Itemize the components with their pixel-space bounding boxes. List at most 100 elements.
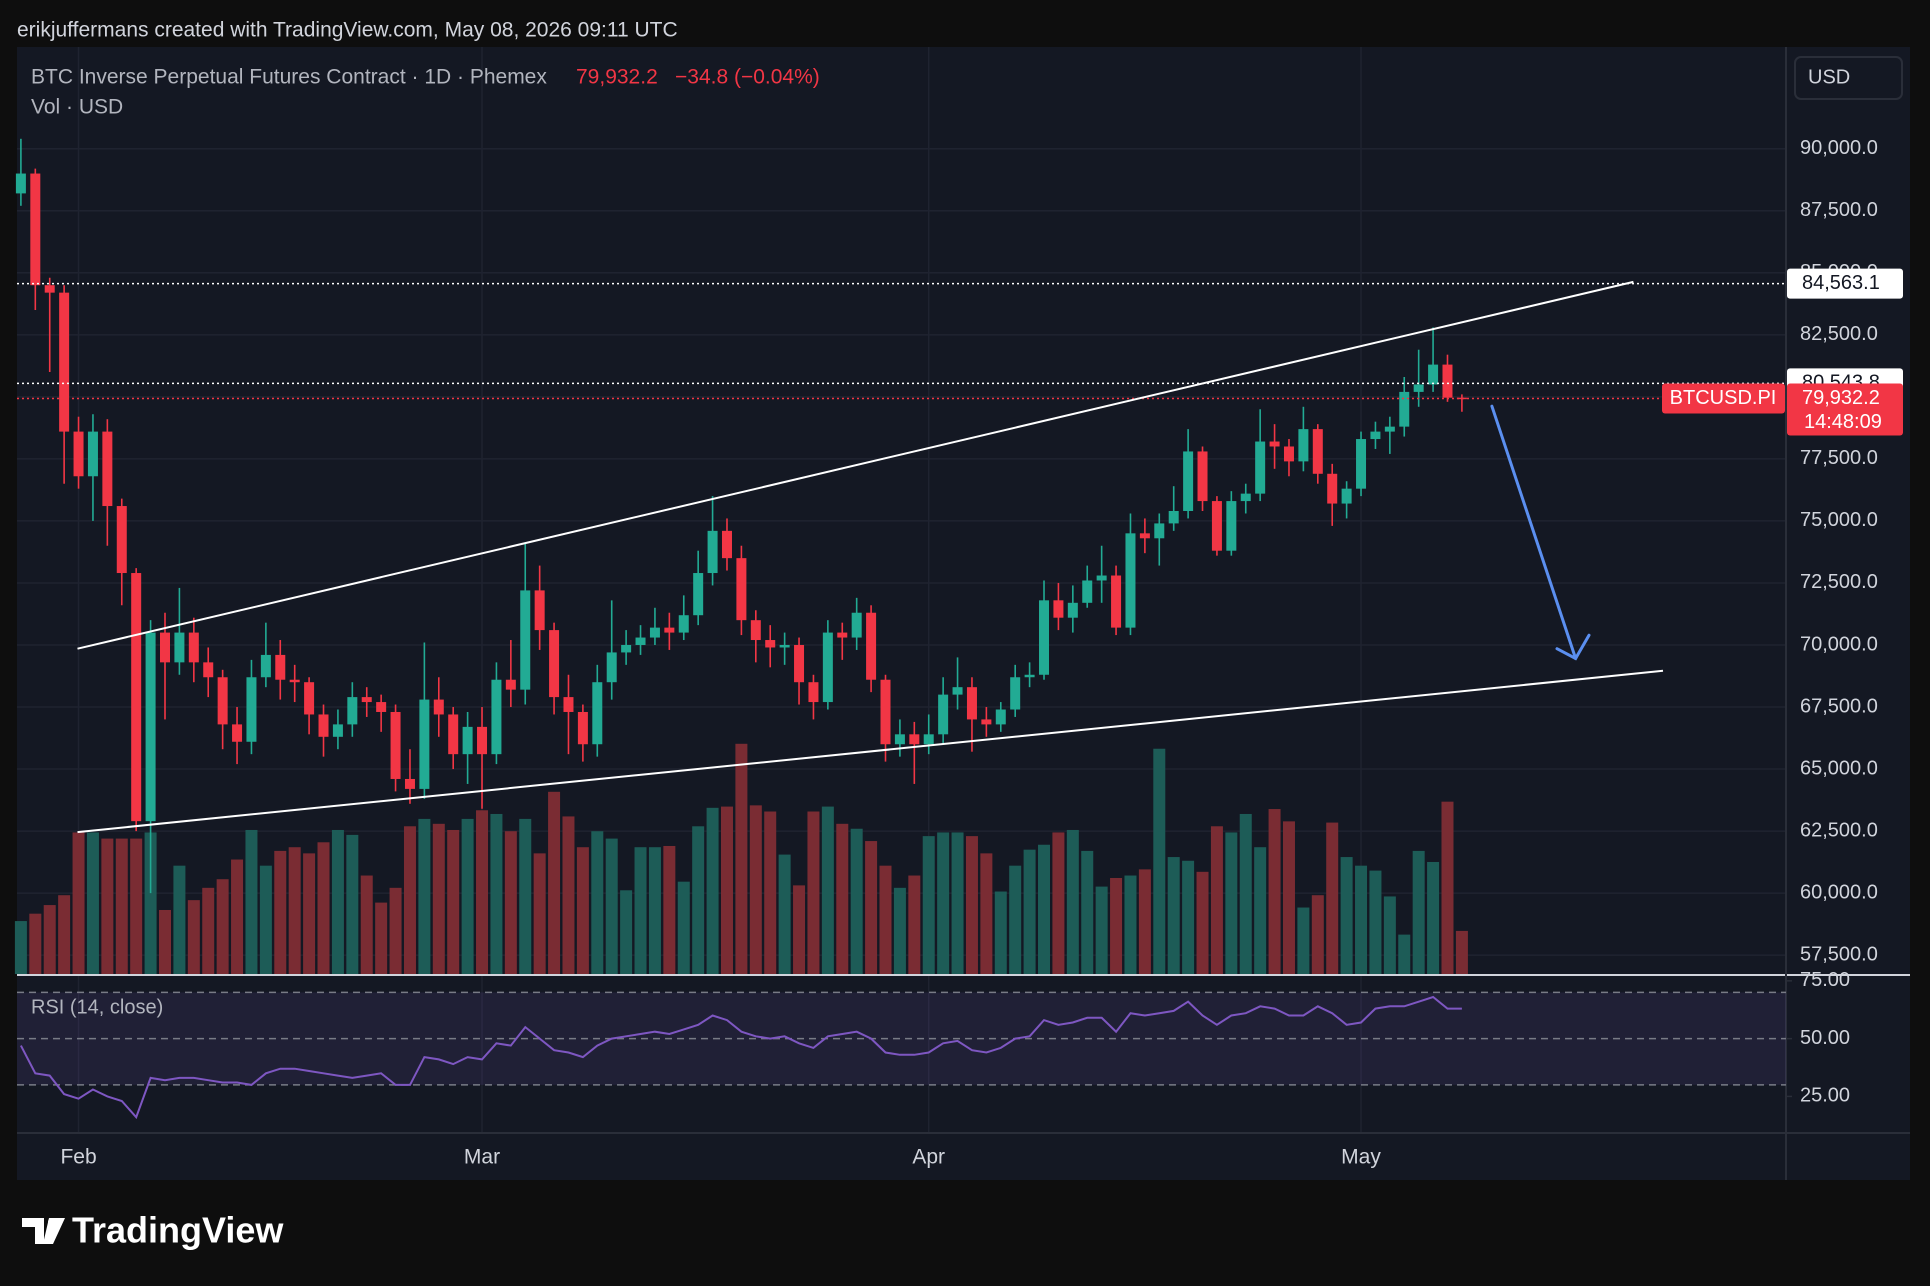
candle-body (635, 637, 646, 645)
symbol-box (1662, 383, 1785, 414)
candle-body (678, 615, 689, 633)
candle-body (1096, 575, 1107, 581)
candle-body (1341, 488, 1352, 504)
candle-body (1283, 446, 1294, 462)
volume-bar (202, 887, 215, 974)
volume-bar (548, 791, 561, 974)
countdown: 14:48:09 (1804, 411, 1882, 433)
volume-bar (1311, 895, 1324, 974)
candle-body (765, 640, 776, 648)
candle-body (1211, 501, 1222, 551)
candle-body (966, 687, 977, 720)
volume-bar (937, 832, 950, 974)
volume-bar (1009, 865, 1022, 974)
candle-body (1240, 493, 1251, 502)
y-tick-label: 75,000.0 (1800, 509, 1878, 531)
volume-bar (1052, 832, 1065, 974)
volume-bar (533, 853, 546, 974)
volume-bar (1023, 849, 1036, 974)
trendline-lower (77, 669, 1664, 834)
candle-body (275, 654, 286, 680)
candle-body (1139, 533, 1150, 539)
volume-bar (692, 826, 705, 974)
volume-bar (1297, 907, 1310, 974)
volume-bar (620, 890, 633, 974)
volume-bar (951, 832, 964, 974)
candle-body (938, 694, 949, 735)
volume-bar (274, 850, 287, 974)
volume-bar (591, 831, 604, 974)
volume-bar (1355, 865, 1368, 974)
candle-body (664, 627, 675, 633)
volume-bar (1340, 857, 1353, 974)
candle-body (750, 620, 761, 641)
volume-bar (865, 841, 878, 974)
price-label-box (1787, 268, 1903, 299)
candle-body (318, 714, 329, 737)
candle-body (188, 632, 199, 663)
volume-bar (231, 859, 244, 974)
candle-body (1168, 511, 1179, 524)
volume-bar (836, 823, 849, 974)
candle-body (1298, 429, 1309, 462)
volume-bar (1167, 857, 1180, 974)
volume-bar (29, 913, 42, 974)
candle-body (160, 632, 170, 663)
candle-body (1428, 364, 1439, 385)
logo-dot (48, 1218, 56, 1226)
last-price-box (1787, 383, 1903, 436)
x-tick-label: May (1341, 1146, 1381, 1169)
candle-body (477, 726, 488, 755)
currency-label[interactable]: USD (1808, 66, 1850, 88)
candle-body (59, 292, 70, 432)
currency-button[interactable] (1794, 56, 1903, 100)
volume-bar (432, 823, 445, 974)
volume-bar (159, 909, 171, 974)
volume-bar (245, 829, 258, 974)
volume-bar (720, 806, 733, 974)
volume-bar (331, 829, 344, 974)
volume-bar (1124, 875, 1137, 974)
candle-body (376, 702, 387, 712)
volume-bar (1455, 930, 1468, 974)
volume-bar (360, 875, 373, 974)
candle-body (1183, 451, 1194, 511)
candle-body (131, 573, 142, 822)
candle-body (923, 734, 934, 745)
volume-bar (86, 832, 99, 974)
volume-bar (908, 875, 921, 974)
candle-body (794, 644, 805, 683)
volume-bar (58, 895, 71, 974)
y-tick-label: 65,000.0 (1800, 757, 1878, 779)
volume-bar (980, 853, 993, 974)
volume-bar (130, 838, 143, 974)
volume-bar (317, 842, 330, 974)
candle-body (822, 632, 833, 703)
y-tick-label: 62,500.0 (1800, 819, 1878, 841)
candle-body (491, 679, 502, 755)
candle-body (707, 530, 718, 574)
rsi-title: RSI (14, close) (31, 996, 163, 1018)
symbol-label: BTCUSD.PI (1670, 387, 1777, 409)
rsi-tick-label: 25.00 (1800, 1085, 1850, 1107)
candle-body (30, 173, 41, 286)
volume-bar (850, 828, 863, 974)
volume-bar (1210, 826, 1223, 974)
x-tick-label: Mar (464, 1146, 500, 1169)
volume-bar (1038, 844, 1051, 974)
volume-bar (1398, 934, 1411, 974)
candle-body (981, 719, 992, 725)
candle-body (44, 285, 55, 293)
candle-body (73, 431, 84, 477)
candle-body (87, 431, 98, 477)
volume-bar (476, 810, 489, 974)
chart-title: BTC Inverse Perpetual Futures Contract ·… (31, 66, 547, 89)
volume-bar (1268, 809, 1281, 974)
volume-bar (1427, 861, 1440, 974)
y-tick-label: 60,000.0 (1800, 881, 1878, 903)
candle-body (462, 726, 473, 755)
rsi-tick-label: 75.00 (1800, 969, 1850, 991)
volume-bar (461, 818, 474, 974)
candle-body (909, 734, 920, 745)
candle-body (693, 573, 704, 616)
